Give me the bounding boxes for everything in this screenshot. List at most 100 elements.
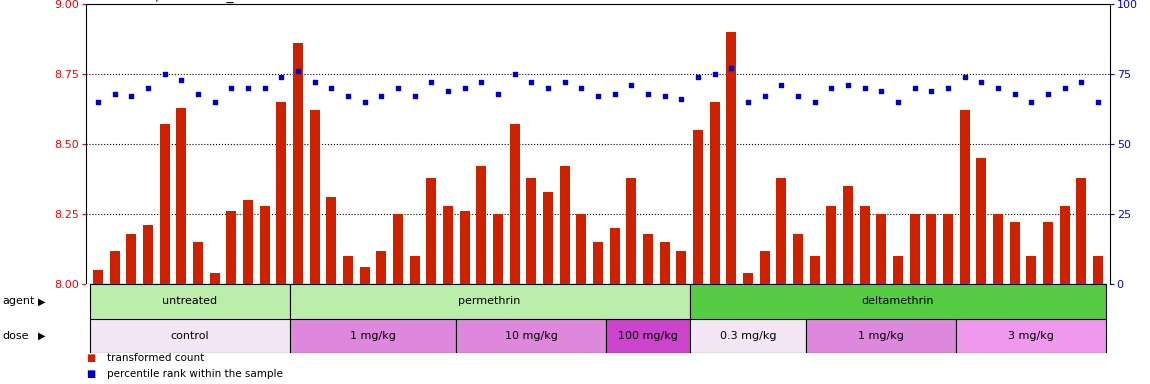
Bar xyxy=(610,228,620,284)
Bar xyxy=(126,234,136,284)
Bar xyxy=(627,178,636,284)
Bar xyxy=(660,242,669,284)
Bar xyxy=(960,110,969,284)
Point xyxy=(339,93,358,99)
Bar xyxy=(943,214,953,284)
Bar xyxy=(710,102,720,284)
Point xyxy=(89,99,107,105)
Point xyxy=(1089,99,1107,105)
Bar xyxy=(360,267,369,284)
Bar xyxy=(760,250,769,284)
Bar xyxy=(690,319,806,353)
Point xyxy=(522,79,540,85)
Bar xyxy=(1010,222,1020,284)
Point xyxy=(605,91,623,97)
Point xyxy=(506,71,524,77)
Point xyxy=(972,79,990,85)
Text: deltamethrin: deltamethrin xyxy=(861,296,934,306)
Text: 100 mg/kg: 100 mg/kg xyxy=(618,331,678,341)
Point xyxy=(122,93,140,99)
Bar xyxy=(457,319,606,353)
Bar xyxy=(290,319,457,353)
Bar xyxy=(994,214,1003,284)
Bar xyxy=(93,270,102,284)
Point xyxy=(622,82,641,88)
Bar xyxy=(493,214,503,284)
Point xyxy=(1038,91,1057,97)
Text: 10 mg/kg: 10 mg/kg xyxy=(505,331,558,341)
Text: 3 mg/kg: 3 mg/kg xyxy=(1009,331,1055,341)
Bar xyxy=(343,256,353,284)
Point xyxy=(489,91,507,97)
Bar xyxy=(193,242,202,284)
Point xyxy=(389,85,407,91)
Text: percentile rank within the sample: percentile rank within the sample xyxy=(107,369,283,379)
Point xyxy=(856,85,874,91)
Bar xyxy=(727,32,736,284)
Bar xyxy=(160,124,169,284)
Point xyxy=(738,99,757,105)
Point xyxy=(306,79,324,85)
Bar xyxy=(109,250,120,284)
Bar xyxy=(209,273,220,284)
Bar xyxy=(443,206,453,284)
Point xyxy=(555,79,574,85)
Point xyxy=(289,68,307,74)
Bar xyxy=(793,234,803,284)
Point xyxy=(956,74,974,80)
Bar xyxy=(593,242,603,284)
Bar xyxy=(509,124,520,284)
Point xyxy=(722,65,741,71)
Point xyxy=(589,93,607,99)
Point xyxy=(822,85,841,91)
Text: 1 mg/kg: 1 mg/kg xyxy=(350,331,396,341)
Point xyxy=(989,85,1007,91)
Bar xyxy=(810,256,820,284)
Bar xyxy=(476,166,486,284)
Bar xyxy=(860,206,869,284)
Bar xyxy=(693,130,703,284)
Point xyxy=(889,99,907,105)
Text: dose: dose xyxy=(2,331,29,341)
Point xyxy=(638,91,657,97)
Point xyxy=(1005,91,1024,97)
Point xyxy=(222,85,240,91)
Bar xyxy=(606,319,690,353)
Bar xyxy=(1043,222,1053,284)
Text: ■: ■ xyxy=(86,353,95,363)
Point xyxy=(1022,99,1041,105)
Point xyxy=(455,85,474,91)
Text: untreated: untreated xyxy=(162,296,217,306)
Bar xyxy=(409,256,420,284)
Point xyxy=(273,74,291,80)
Point xyxy=(922,88,941,94)
Point xyxy=(805,99,823,105)
Bar xyxy=(293,43,302,284)
Point xyxy=(672,96,690,102)
Bar xyxy=(327,197,336,284)
Bar xyxy=(1076,178,1087,284)
Point xyxy=(656,93,674,99)
Bar xyxy=(1027,256,1036,284)
Point xyxy=(255,85,274,91)
Bar xyxy=(690,284,1106,319)
Point xyxy=(938,85,957,91)
Point xyxy=(439,88,458,94)
Point xyxy=(1056,85,1074,91)
Bar xyxy=(843,186,853,284)
Text: control: control xyxy=(170,331,209,341)
Bar xyxy=(1060,206,1070,284)
Bar xyxy=(427,178,436,284)
Bar xyxy=(176,108,186,284)
Point xyxy=(756,93,774,99)
Point xyxy=(705,71,723,77)
Point xyxy=(1072,79,1090,85)
Bar xyxy=(543,192,553,284)
Point xyxy=(689,74,707,80)
Text: transformed count: transformed count xyxy=(107,353,205,363)
Point xyxy=(206,99,224,105)
Bar xyxy=(276,102,286,284)
Bar xyxy=(957,319,1106,353)
Point xyxy=(838,82,857,88)
Bar xyxy=(743,273,753,284)
